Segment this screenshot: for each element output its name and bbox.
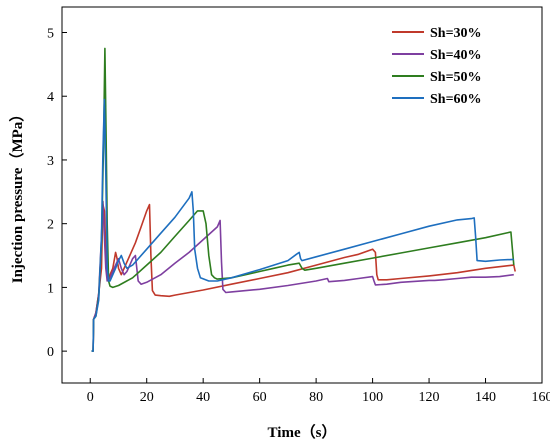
y-tick-label: 0 [47,345,54,360]
plot-frame [61,6,543,384]
x-tick-label: 160 [532,390,550,405]
x-tick-label: 100 [362,390,383,405]
y-tick-label: 1 [47,281,54,296]
y-tick-label: 3 [47,154,54,169]
legend-label: Sh=30% [430,26,482,41]
x-tick-label: 0 [87,390,94,405]
y-tick-label: 4 [47,90,54,105]
legend-label: Sh=40% [430,48,482,63]
series-line [91,98,514,352]
x-axis-title: Time（s） [268,423,337,441]
series-line [91,200,514,352]
x-tick-label: 140 [475,390,496,405]
x-tick-label: 120 [419,390,440,405]
legend-label: Sh=60% [430,92,482,107]
series-line [91,203,516,352]
legend-label: Sh=50% [430,70,482,85]
axes: 0 20 40 60 80 100 120 140 160 0 1 2 3 4 5 [47,26,550,405]
y-axis-title: Injection pressure（MPa） [8,107,26,284]
x-tick-label: 20 [140,390,154,405]
x-tick-label: 40 [196,390,210,405]
x-tick-label: 60 [253,390,267,405]
series-line [91,47,515,352]
y-tick-label: 2 [47,218,54,233]
series-lines [91,47,516,352]
legend: Sh=30% Sh=40% Sh=50% Sh=60% [392,26,482,107]
y-tick-label: 5 [47,26,54,41]
x-tick-label: 80 [309,390,323,405]
